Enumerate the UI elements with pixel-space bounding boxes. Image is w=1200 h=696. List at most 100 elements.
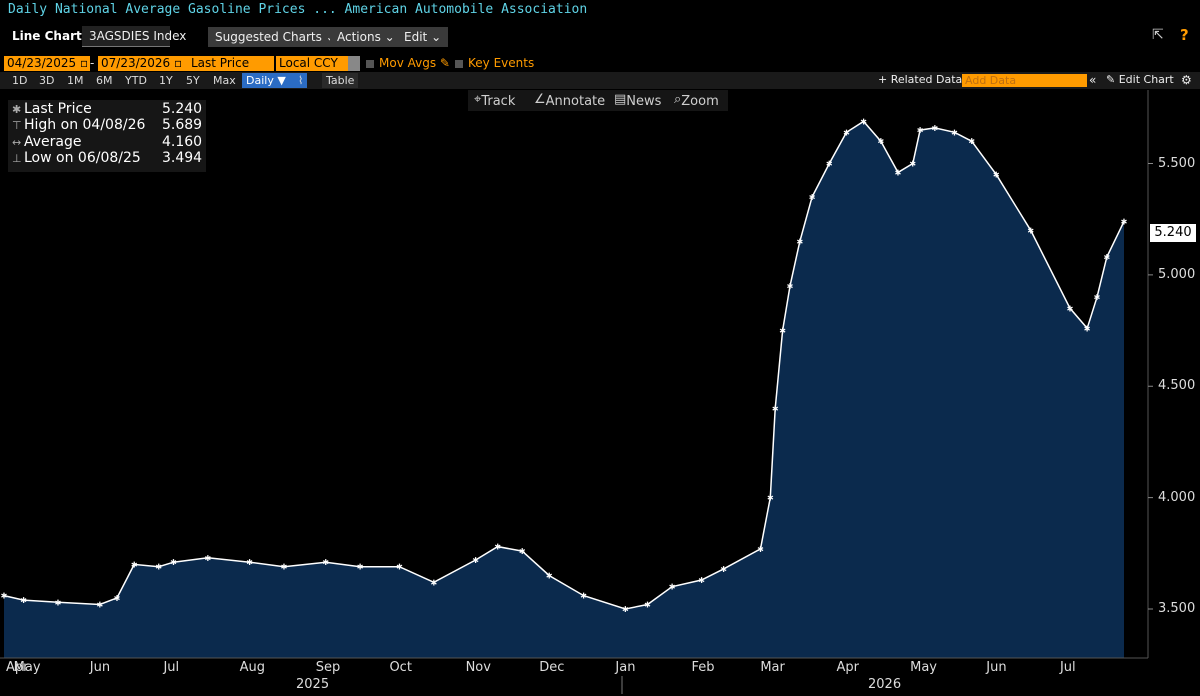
- data-point: ✱: [281, 563, 288, 572]
- currency-dropdown-icon[interactable]: [348, 56, 360, 71]
- data-point: ✱: [860, 117, 867, 126]
- actions-button[interactable]: Actions ⌄: [330, 27, 402, 47]
- x-tick-label: Apr: [6, 660, 29, 675]
- data-point: ✱: [772, 405, 779, 414]
- range-1d[interactable]: 1D: [12, 74, 28, 87]
- x-tick-label: Mar: [760, 660, 785, 675]
- currency-select[interactable]: Local CCY: [276, 56, 356, 71]
- ticker-field[interactable]: 3AGSDIES Index: [82, 26, 186, 47]
- collapse-icon[interactable]: «: [1089, 73, 1097, 87]
- data-point: ✱: [1121, 217, 1128, 226]
- data-point: ✱: [430, 578, 437, 587]
- data-point: ✱: [917, 126, 924, 135]
- x-tick-label: Apr: [836, 660, 859, 675]
- price-line: [3, 120, 1125, 610]
- data-point: ✱: [644, 601, 651, 610]
- x-tick-label: Sep: [315, 660, 341, 675]
- export-icon[interactable]: ⇱: [1152, 27, 1164, 43]
- start-date-field[interactable]: 04/23/2025 ▫: [4, 56, 90, 71]
- chart-type-label: Line Chart: [12, 29, 82, 43]
- field-select[interactable]: Last Price: [188, 56, 274, 71]
- x-tick-label: Jul: [163, 660, 180, 675]
- data-point: ✱: [698, 576, 705, 585]
- data-point: ✱: [826, 160, 833, 169]
- chart-title: Daily National Average Gasoline Prices .…: [8, 2, 588, 17]
- range-ytd[interactable]: YTD: [125, 74, 147, 87]
- data-point: ✱: [787, 282, 794, 291]
- mov-avgs-toggle[interactable]: Mov Avgs ✎: [366, 56, 450, 70]
- data-point: ✱: [951, 128, 958, 137]
- range-max[interactable]: Max: [213, 74, 236, 87]
- year-label-2026: 2026: [868, 677, 902, 692]
- range-1y[interactable]: 1Y: [159, 74, 173, 87]
- end-date-field[interactable]: 07/23/2026 ▫: [98, 56, 188, 71]
- legend-high: ⊤ High on 04/08/26 5.689: [12, 117, 203, 133]
- y-tick-label: 4.000: [1158, 489, 1196, 505]
- range-bar: 1D 3D 1M 6M YTD 1Y 5Y Max Daily ▼ ⌇ Tabl…: [0, 72, 1200, 89]
- data-point: ✱: [767, 494, 774, 503]
- data-point: ✱: [20, 596, 27, 605]
- year-label-2025: 2025: [296, 677, 330, 692]
- range-1m[interactable]: 1M: [67, 74, 84, 87]
- range-5y[interactable]: 5Y: [186, 74, 200, 87]
- low-marker-icon: ⊥: [12, 152, 22, 165]
- legend-last: ✱ Last Price 5.240: [12, 101, 203, 117]
- data-point: ✱: [205, 554, 212, 563]
- data-point: ✱: [622, 605, 629, 614]
- data-point: ✱: [396, 563, 403, 572]
- data-point: ✱: [494, 543, 501, 552]
- x-tick-label: Oct: [389, 660, 412, 675]
- data-point: ✱: [96, 601, 103, 610]
- range-3d[interactable]: 3D: [39, 74, 55, 87]
- annotate-tool[interactable]: ∠ Annotate: [534, 92, 606, 109]
- data-point: ✱: [1027, 226, 1034, 235]
- range-6m[interactable]: 6M: [96, 74, 113, 87]
- news-tool[interactable]: ▤ News: [614, 92, 662, 109]
- add-data-input[interactable]: Add Data: [962, 74, 1087, 87]
- key-events-toggle[interactable]: Key Events: [455, 56, 534, 70]
- data-point: ✱: [968, 137, 975, 146]
- period-select[interactable]: Daily ▼: [242, 73, 296, 88]
- settings-bar: 04/23/2025 ▫ - 07/23/2026 ▫ Last Price L…: [0, 56, 1200, 72]
- data-point: ✱: [170, 558, 177, 567]
- data-point: ✱: [1084, 324, 1091, 333]
- data-point: ✱: [357, 563, 364, 572]
- x-tick-label: May: [13, 660, 41, 675]
- data-point: ✱: [1067, 304, 1074, 313]
- data-point: ✱: [796, 237, 803, 246]
- data-point: ✱: [472, 556, 479, 565]
- data-point: ✱: [895, 168, 902, 177]
- table-tab[interactable]: Table: [322, 73, 359, 88]
- settings-gear-icon[interactable]: ⚙: [1181, 73, 1192, 87]
- y-tick-label: 3.500: [1158, 600, 1196, 616]
- data-point: ✱: [809, 193, 816, 202]
- zoom-tool[interactable]: ⌕ Zoom: [674, 92, 719, 109]
- data-point: ✱: [877, 137, 884, 146]
- y-tick-label: 5.500: [1158, 155, 1196, 171]
- average-marker-icon: ↔: [12, 136, 22, 149]
- y-axis-ticks: [1148, 163, 1153, 610]
- data-point: ✱: [757, 545, 764, 554]
- main-toolbar: Line Chart 3AGSDIES Index Suggested Char…: [0, 24, 1200, 50]
- legend-low: ⊥ Low on 06/08/25 3.494: [12, 150, 203, 166]
- x-tick-label: Aug: [239, 660, 265, 675]
- x-tick-label: Jul: [1059, 660, 1076, 675]
- price-legend: ✱ Last Price 5.240 ⊤ High on 04/08/26 5.689 …: [8, 100, 206, 172]
- edit-button[interactable]: Edit ⌄: [397, 27, 449, 47]
- price-area-fill: [4, 121, 1124, 658]
- related-data-button[interactable]: + Related Data: [878, 73, 963, 86]
- data-point: ✱: [1103, 253, 1110, 262]
- data-point: ✱: [932, 124, 939, 133]
- help-icon[interactable]: ?: [1180, 26, 1189, 44]
- edit-chart-button[interactable]: ✎ Edit Chart: [1106, 73, 1174, 86]
- x-tick-label: May: [910, 660, 938, 675]
- track-tool[interactable]: ⌖ Track: [474, 92, 516, 109]
- x-tick-label: Jan: [615, 660, 636, 675]
- chart-style-icon[interactable]: ⌇: [294, 73, 308, 88]
- chart-tools: ⌖ Track ∠ Annotate ▤ News ⌕ Zoom: [468, 90, 728, 111]
- data-point: ✱: [55, 598, 62, 607]
- x-tick-label: Feb: [691, 660, 715, 675]
- data-point: ✱: [1094, 293, 1101, 302]
- data-point: ✱: [779, 327, 786, 336]
